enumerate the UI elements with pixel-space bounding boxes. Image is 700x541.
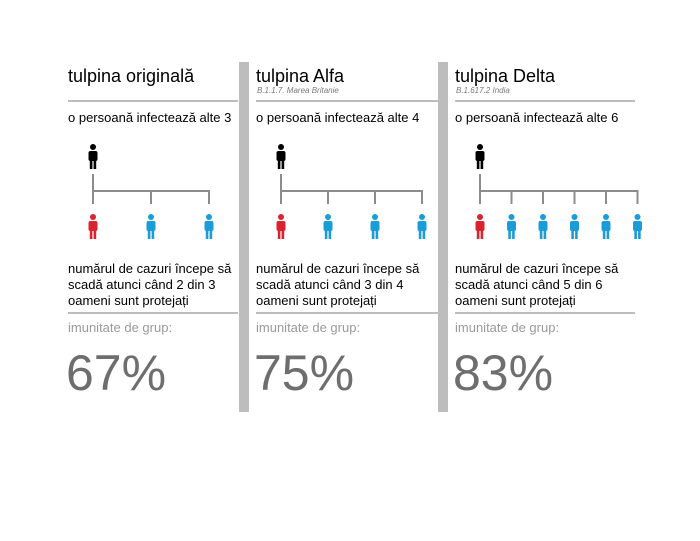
person-icon <box>601 214 611 239</box>
outcome-line: scadă atunci când 3 din 4 <box>256 277 404 292</box>
person-icon <box>88 144 98 169</box>
person-icon <box>417 214 427 239</box>
person-icon <box>475 214 485 239</box>
column-separator <box>239 62 249 412</box>
herd-immunity-label: imunitate de grup: <box>68 320 173 335</box>
person-icon <box>204 214 214 239</box>
herd-immunity-label: imunitate de grup: <box>455 320 560 335</box>
outcome-text: numărul de cazuri începe să scadă atunci… <box>68 261 231 309</box>
strain-title: tulpina Delta <box>455 66 556 86</box>
strain-title: tulpina Alfa <box>256 66 345 86</box>
person-icon <box>323 214 333 239</box>
transmission-tree <box>475 144 642 239</box>
person-icon <box>507 214 516 239</box>
infection-diagram <box>256 144 434 249</box>
outcome-line: numărul de cazuri începe să <box>256 261 420 276</box>
divider <box>68 312 238 314</box>
divider <box>455 100 635 102</box>
outcome-line: oameni sunt protejați <box>256 293 377 308</box>
person-icon <box>570 214 579 239</box>
person-icon <box>633 214 642 239</box>
person-icon <box>88 214 98 239</box>
divider <box>256 312 438 314</box>
person-icon <box>538 214 548 239</box>
person-icon <box>276 144 286 169</box>
infection-diagram <box>68 144 221 249</box>
infection-diagram <box>455 144 650 249</box>
strain-subtitle: B.1.617.2 India <box>456 86 510 95</box>
strain-title: tulpina originală <box>68 66 195 86</box>
person-icon <box>276 214 286 239</box>
outcome-line: oameni sunt protejați <box>455 293 576 308</box>
divider <box>256 100 438 102</box>
divider <box>68 100 238 102</box>
person-icon <box>475 144 485 169</box>
strain-subtitle: B.1.1.7. Marea Britanie <box>257 86 339 95</box>
outcome-line: oameni sunt protejați <box>68 293 189 308</box>
herd-immunity-value: 67% <box>66 345 167 401</box>
outcome-line: numărul de cazuri începe să <box>455 261 619 276</box>
transmission-rate: o persoană infectează alte 3 <box>68 110 232 125</box>
person-icon <box>370 214 380 239</box>
outcome-text: numărul de cazuri începe să scadă atunci… <box>256 261 419 309</box>
transmission-rate: o persoană infectează alte 4 <box>256 110 420 125</box>
transmission-rate: o persoană infectează alte 6 <box>455 110 619 125</box>
person-icon <box>146 214 156 239</box>
divider <box>455 312 635 314</box>
outcome-line: scadă atunci când 2 din 3 <box>68 277 216 292</box>
transmission-tree <box>276 144 427 239</box>
transmission-tree <box>88 144 214 239</box>
outcome-line: numărul de cazuri începe să <box>68 261 232 276</box>
herd-immunity-value: 75% <box>254 345 355 401</box>
outcome-text: numărul de cazuri începe să scadă atunci… <box>455 261 618 309</box>
column-separator <box>438 62 448 412</box>
outcome-line: scadă atunci când 5 din 6 <box>455 277 603 292</box>
herd-immunity-value: 83% <box>453 345 554 401</box>
herd-immunity-label: imunitate de grup: <box>256 320 361 335</box>
